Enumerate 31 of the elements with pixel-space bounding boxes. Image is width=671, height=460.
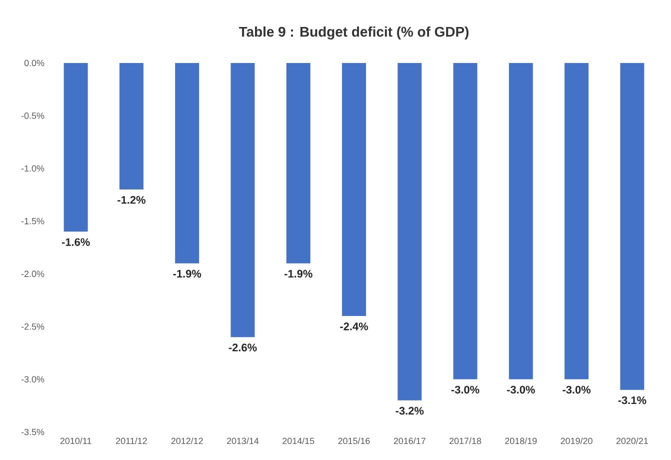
data-label: -3.0% <box>562 386 591 394</box>
y-tick-label: -2.0% <box>21 270 44 278</box>
data-label: -3.2% <box>396 406 424 415</box>
data-label: -3.1% <box>618 396 646 404</box>
y-tick-label: -3.0% <box>21 376 44 382</box>
x-tick-label: 2012/12 <box>171 438 203 444</box>
data-label: -3.0% <box>507 386 535 394</box>
x-tick-label: 2017/18 <box>450 438 482 444</box>
data-label: -2.4% <box>340 322 368 330</box>
x-tick-label: 2014/15 <box>282 438 314 444</box>
data-label: -1.9% <box>284 270 312 278</box>
x-tick-label: 2013/14 <box>226 438 259 444</box>
x-tick-label: 2011/12 <box>116 438 147 444</box>
y-tick-label: 0.0% <box>24 60 44 66</box>
data-label: -2.6% <box>228 344 257 352</box>
x-tick-label: 2010/11 <box>60 438 92 444</box>
y-tick-label: -2.5% <box>21 323 44 330</box>
y-tick-label: -3.5% <box>21 428 44 436</box>
x-tick-label: 2015/16 <box>338 438 370 444</box>
x-tick-label: 2016/17 <box>394 438 426 444</box>
data-label: -3.0% <box>451 386 480 394</box>
data-label: -1.6% <box>62 238 90 246</box>
data-label: -1.9% <box>173 270 202 278</box>
chart-title: Table 9 : Budget deficit (% of GDP) <box>238 26 469 40</box>
x-tick-label: 2019/20 <box>560 438 592 444</box>
y-tick-label: -0.5% <box>21 112 44 119</box>
x-tick-label: 2020/21 <box>616 438 648 444</box>
data-label: -1.2% <box>118 196 146 204</box>
x-tick-label: 2018/19 <box>505 438 537 444</box>
y-tick-label: -1.5% <box>21 218 44 224</box>
y-tick-label: -1.0% <box>21 165 44 172</box>
